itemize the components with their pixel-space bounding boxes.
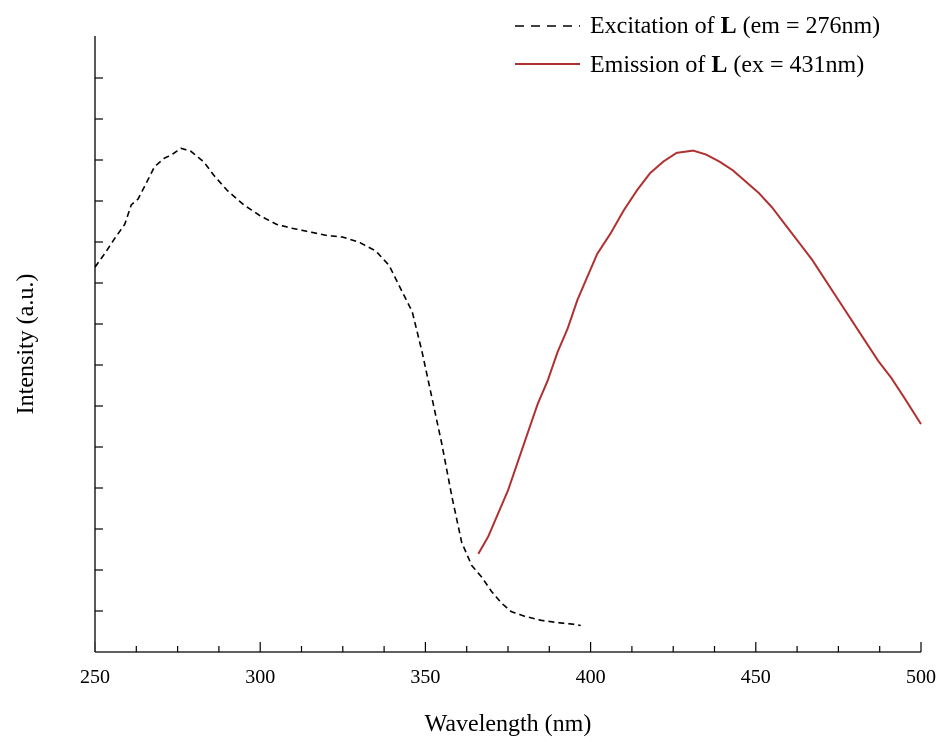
- x-axis-ticks: [94, 642, 922, 652]
- legend-label-emission: Emission of L (ex = 431nm): [590, 52, 864, 78]
- x-axis-title: Wavelength (nm): [425, 711, 592, 737]
- x-tick-label-300: 300: [245, 666, 275, 688]
- legend-label-emission-prefix: Emission of: [590, 52, 711, 78]
- legend-label-emission-bold: L: [711, 52, 727, 78]
- legend: Excitation of L (em = 276nm) Emission of…: [515, 13, 880, 78]
- legend-label-emission-suffix: (ex = 431nm): [727, 52, 864, 78]
- series-line-excitation: [94, 147, 581, 627]
- legend-item-emission: Emission of L (ex = 431nm): [515, 52, 864, 78]
- x-axis-tick-labels: 250 300 350 400 450 500: [80, 666, 936, 688]
- legend-label-excitation-prefix: Excitation of: [590, 13, 721, 39]
- legend-label-excitation-suffix: (em = 276nm): [737, 13, 881, 39]
- legend-item-excitation: Excitation of L (em = 276nm): [515, 13, 880, 39]
- x-tick-label-400: 400: [576, 666, 606, 688]
- legend-label-excitation-bold: L: [721, 13, 737, 39]
- x-tick-label-250: 250: [80, 666, 110, 688]
- x-tick-label-350: 350: [410, 666, 440, 688]
- x-tick-label-500: 500: [906, 666, 936, 688]
- series-line-emission: [477, 149, 922, 555]
- y-axis-title: Intensity (a.u.): [13, 274, 39, 415]
- axes: [94, 36, 921, 653]
- x-tick-label-450: 450: [741, 666, 771, 688]
- y-axis-ticks: [95, 77, 103, 612]
- legend-label-excitation: Excitation of L (em = 276nm): [590, 13, 880, 39]
- series-layer: [94, 147, 922, 627]
